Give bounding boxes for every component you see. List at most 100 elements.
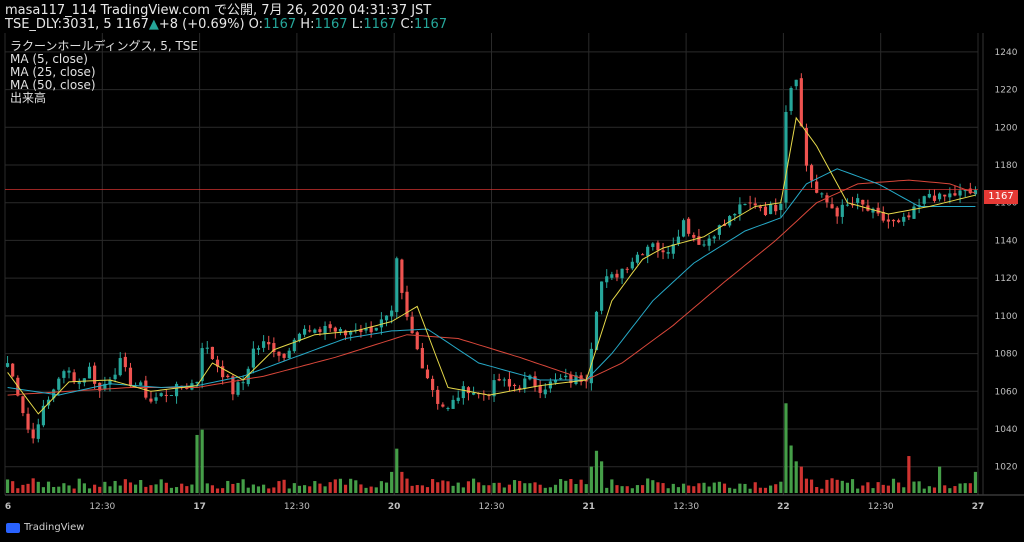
publish-info: masa117_114 TradingView.com で公開, 7月 26, …	[5, 3, 432, 18]
volume-bar	[973, 471, 978, 493]
legend-ma50[interactable]: MA (50, close)	[10, 78, 96, 92]
x-tick-label: 22	[777, 502, 790, 512]
y-tick-label: 1040	[995, 425, 1018, 435]
volume-bar	[323, 486, 327, 493]
volume-bar	[487, 485, 491, 493]
candle-body	[36, 424, 40, 439]
candle-body	[687, 218, 691, 234]
volume-bar	[466, 481, 471, 493]
volume-bars	[5, 403, 978, 493]
symbol-label[interactable]: TSE_DLY:3031, 5	[5, 17, 112, 32]
legend-symbol[interactable]: ラクーンホールディングス, 5, TSE	[10, 39, 198, 53]
volume-bar	[717, 481, 721, 493]
volume-bar	[733, 488, 737, 493]
volume-bar	[594, 450, 599, 493]
x-tick-label: 12:30	[89, 502, 115, 512]
volume-bar	[338, 478, 343, 493]
candle-body	[804, 128, 809, 166]
candle-body	[302, 328, 307, 335]
candle-body	[799, 78, 803, 127]
volume-bar	[262, 484, 266, 493]
price-change: +8 (+0.69%)	[158, 17, 245, 32]
volume-bar	[410, 485, 414, 493]
volume-bar	[697, 483, 701, 493]
volume-bar	[753, 482, 757, 493]
volume-bar	[866, 482, 870, 493]
candle-body	[215, 359, 220, 367]
high-value: 1167	[314, 17, 348, 32]
candle-body	[308, 330, 312, 332]
volume-bar	[779, 481, 783, 493]
x-tick-label: 21	[583, 502, 596, 512]
volume-bar	[477, 482, 481, 493]
candle-body	[57, 378, 61, 390]
candle-body	[748, 202, 752, 204]
volume-bar	[354, 480, 358, 493]
candle-body	[809, 165, 814, 181]
volume-bar	[769, 485, 773, 493]
candle-body	[523, 378, 527, 389]
indicator-legend: ラクーンホールディングス, 5, TSE MA (5, close) MA (2…	[10, 40, 198, 105]
candle-body	[789, 88, 793, 111]
candle-body	[763, 206, 768, 216]
candle-body	[958, 190, 962, 196]
volume-bar	[87, 488, 92, 493]
volume-bar	[384, 482, 389, 493]
volume-bar	[804, 478, 809, 493]
volume-bar	[958, 483, 962, 493]
volume-bar	[108, 486, 112, 493]
legend-volume[interactable]: 出来高	[10, 91, 47, 105]
candle-body	[861, 199, 865, 205]
volume-bar	[492, 482, 496, 493]
volume-bar	[553, 484, 558, 493]
volume-bar	[922, 488, 926, 493]
price-chart[interactable]: 1020104010601080110011201140116011801200…	[0, 33, 1024, 522]
volume-bar	[830, 478, 834, 493]
candle-body	[180, 385, 184, 389]
volume-bar	[917, 481, 921, 493]
volume-bar	[159, 479, 163, 493]
volume-bar	[282, 479, 286, 493]
last-price: 1167	[115, 17, 149, 32]
volume-bar	[36, 481, 40, 493]
candle-body	[93, 365, 97, 384]
volume-bar	[415, 485, 419, 493]
candle-body	[538, 385, 542, 393]
volume-bar	[113, 480, 117, 493]
volume-bar	[676, 487, 681, 493]
candle-body	[354, 329, 358, 331]
volume-bar	[241, 479, 245, 493]
candle-body	[871, 208, 875, 213]
volume-bar	[215, 488, 220, 493]
candle-body	[11, 363, 15, 377]
candle-body	[681, 220, 686, 237]
volume-bar	[600, 461, 604, 493]
volume-bar	[743, 483, 747, 493]
volume-bar	[164, 482, 168, 493]
volume-bar	[661, 483, 665, 493]
candle-body	[943, 194, 947, 197]
candle-body	[830, 204, 834, 209]
volume-bar	[343, 484, 348, 493]
candle-body	[328, 324, 332, 329]
volume-bar	[861, 485, 865, 493]
candle-body	[210, 346, 214, 360]
volume-bar	[569, 479, 573, 493]
x-tick-label: 6	[5, 502, 11, 512]
candle-body	[891, 219, 896, 222]
volume-bar	[256, 486, 261, 493]
volume-bar	[758, 487, 762, 493]
volume-bar	[46, 481, 51, 493]
legend-ma25[interactable]: MA (25, close)	[10, 65, 96, 79]
volume-bar	[927, 486, 931, 493]
candle-body	[77, 381, 81, 384]
volume-bar	[938, 466, 942, 493]
volume-bar	[221, 488, 225, 493]
volume-bar	[16, 488, 20, 493]
volume-bar	[543, 487, 547, 493]
tradingview-logo[interactable]: TradingView	[6, 522, 84, 533]
volume-bar	[912, 481, 916, 493]
volume-bar	[968, 483, 972, 493]
candle-body	[584, 380, 588, 382]
legend-ma5[interactable]: MA (5, close)	[10, 52, 88, 66]
